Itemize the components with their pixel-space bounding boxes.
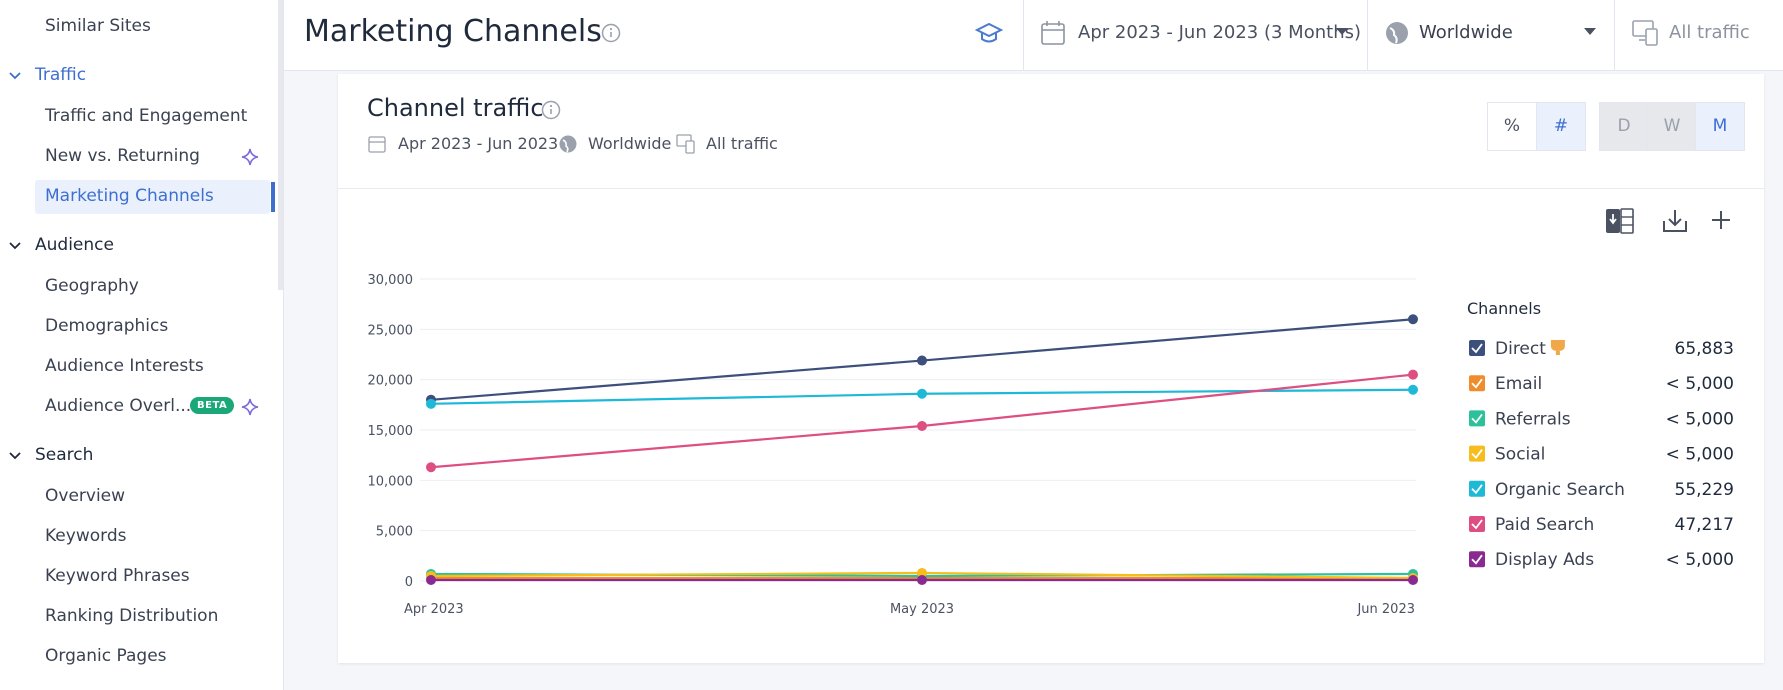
region[interactable]: Worldwide — [1419, 22, 1513, 43]
globe-icon — [559, 135, 577, 153]
active-highlight — [35, 180, 270, 214]
header: Marketing Channels Apr 2023 - Jun 2023 (… — [284, 0, 1783, 71]
chevron[interactable] — [9, 452, 21, 460]
sidebar: Similar Sites Traffic Traffic and Engageme… — [0, 0, 284, 690]
card-region: Worldwide — [588, 134, 672, 153]
date-range[interactable]: Apr 2023 - Jun 2023 (3 Months) — [1078, 22, 1361, 43]
value-toggle[interactable]: % — [1487, 102, 1537, 151]
nav-item[interactable]: Audience Interests — [45, 356, 204, 376]
nav-item[interactable]: Keywords — [45, 526, 127, 546]
device-icon — [1632, 20, 1658, 46]
nav-section[interactable]: Audience — [35, 235, 114, 255]
excel-icon[interactable] — [1604, 206, 1636, 236]
add-icon[interactable] — [1709, 208, 1733, 232]
beta-badge: BETA — [190, 397, 235, 414]
value-toggle[interactable]: # — [1536, 102, 1586, 151]
scrollbar — [278, 0, 283, 290]
nav-item[interactable]: Demographics — [45, 316, 169, 336]
card-title: Channel traffic — [367, 94, 544, 122]
calendar-icon — [368, 136, 386, 153]
chevron[interactable] — [9, 72, 21, 80]
divider — [1367, 0, 1368, 70]
dropdown-arrow — [1584, 28, 1596, 35]
period-toggle[interactable]: W — [1647, 102, 1697, 151]
active-bar — [271, 182, 275, 212]
nav-item[interactable]: Ranking Distribution — [45, 606, 219, 626]
academy-icon[interactable] — [974, 20, 1004, 48]
nav-item[interactable]: New vs. Returning — [45, 146, 200, 166]
globe-icon — [1386, 22, 1408, 44]
divider — [1023, 0, 1024, 70]
nav-item[interactable]: Similar Sites — [45, 16, 151, 36]
calendar-icon — [1041, 21, 1065, 45]
info-icon — [541, 100, 561, 120]
sparkle-icon — [241, 398, 259, 416]
page-title: Marketing Channels — [304, 14, 602, 49]
card-traffic: All traffic — [706, 134, 778, 153]
period-toggle[interactable]: M — [1695, 102, 1745, 151]
card-date-range: Apr 2023 - Jun 2023 — [398, 134, 559, 153]
dropdown-arrow — [1336, 28, 1348, 35]
nav-item[interactable]: Keyword Phrases — [45, 566, 190, 586]
period-toggle[interactable]: D — [1599, 102, 1649, 151]
nav-item[interactable]: Organic Pages — [45, 646, 167, 666]
traffic-type[interactable]: All traffic — [1669, 22, 1750, 43]
device-icon — [676, 134, 695, 154]
nav-item[interactable]: Audience Overl... — [45, 396, 192, 416]
divider — [1614, 0, 1615, 70]
nav-item[interactable]: Overview — [45, 486, 126, 506]
download-icon[interactable] — [1661, 207, 1689, 235]
sparkle-icon — [241, 148, 259, 166]
card: Channel traffic Apr 2023 - Jun 2023 Worl… — [338, 74, 1764, 663]
nav-section[interactable]: Search — [35, 445, 94, 465]
nav-item[interactable]: Geography — [45, 276, 139, 296]
nav-item[interactable]: Marketing Channels — [45, 186, 214, 206]
chevron[interactable] — [9, 242, 21, 250]
info-icon — [601, 23, 621, 43]
nav-item[interactable]: Traffic and Engagement — [45, 106, 248, 126]
divider — [338, 188, 1764, 189]
nav-section[interactable]: Traffic — [35, 65, 87, 85]
